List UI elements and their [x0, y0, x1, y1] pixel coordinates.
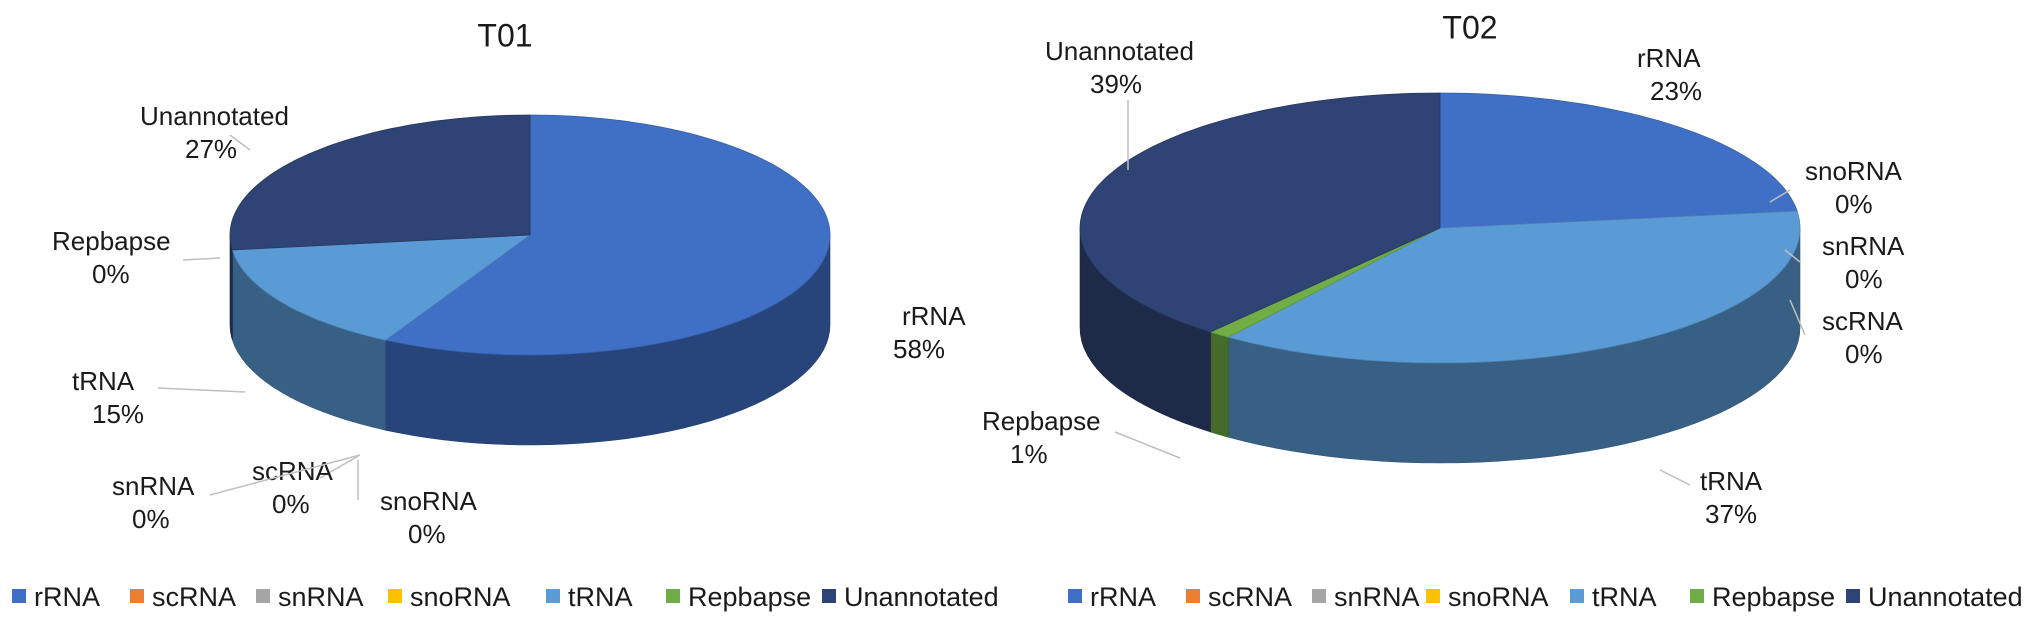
- pie-slice-unannotated: [1079, 92, 1441, 333]
- legend-swatch-snrna: [256, 589, 270, 603]
- pie-top: [1079, 92, 1801, 364]
- data-label-value-repbapse: 1%: [1010, 439, 1048, 469]
- data-label-value-rrna: 58%: [893, 334, 945, 364]
- leader-line-repbapse: [182, 257, 221, 261]
- legend-label-rrna: rRNA: [34, 582, 100, 612]
- data-label-name-snorna: snoRNA: [1805, 156, 1902, 186]
- data-label-name-unannotated: Unannotated: [140, 101, 289, 131]
- legend-label-snrna: snRNA: [1334, 582, 1420, 612]
- legend-swatch-repbapse: [1690, 589, 1704, 603]
- leader-line-snrna: [1784, 249, 1801, 263]
- data-label-value-trna: 37%: [1705, 499, 1757, 529]
- pie-side-unannotated: [229, 234, 233, 341]
- legend-label-scrna: scRNA: [1208, 582, 1292, 612]
- legend-swatch-rrna: [1068, 589, 1082, 603]
- legend-swatch-snrna: [1312, 589, 1326, 603]
- data-label-value-snorna: 0%: [408, 519, 446, 549]
- data-label-value-scrna: 0%: [1845, 339, 1883, 369]
- data-label-name-rrna: rRNA: [902, 301, 966, 331]
- chart-title: T02: [1442, 9, 1497, 45]
- legend-swatch-unannotated: [1846, 589, 1860, 603]
- legend: rRNA scRNA snRNA snoRNA tRNA Repbapse Unannota…: [12, 582, 999, 612]
- leader-line-scrna: [1789, 299, 1806, 336]
- data-label-name-repbapse: Repbapse: [982, 406, 1101, 436]
- legend-swatch-trna: [546, 589, 560, 603]
- data-labels: rRNA23%snoRNA0%snRNA0%scRNA0%tRNA37%Repb…: [982, 36, 1905, 529]
- leader-line-snrna: [209, 454, 361, 496]
- pie-slice-trna: [1227, 210, 1801, 364]
- data-label-value-snrna: 0%: [1845, 264, 1883, 294]
- data-label-value-unannotated: 27%: [185, 134, 237, 164]
- leader-line-scrna: [319, 454, 361, 479]
- legend-label-unannotated: Unannotated: [1868, 582, 2023, 612]
- legend-swatch-unannotated: [822, 589, 836, 603]
- chart-t01: T01rRNA58%scRNA0%snRNA0%snoRNA0%tRNA15%R…: [12, 17, 999, 612]
- data-label-name-trna: tRNA: [72, 366, 135, 396]
- data-label-name-snrna: snRNA: [112, 471, 195, 501]
- data-label-value-scrna: 0%: [272, 489, 310, 519]
- data-label-name-scrna: scRNA: [252, 456, 334, 486]
- data-labels: rRNA58%scRNA0%snRNA0%snoRNA0%tRNA15%Repb…: [52, 101, 966, 549]
- pie-slice-trna: [231, 234, 532, 341]
- data-label-name-unannotated: Unannotated: [1045, 36, 1194, 66]
- legend-swatch-trna: [1570, 589, 1584, 603]
- data-label-name-snrna: snRNA: [1822, 231, 1905, 261]
- legend-label-rrna: rRNA: [1090, 582, 1156, 612]
- data-label-name-repbapse: Repbapse: [52, 226, 171, 256]
- legend-label-repbapse: Repbapse: [1712, 582, 1835, 612]
- leader-line-unannotated: [229, 134, 251, 151]
- data-label-value-rrna: 23%: [1650, 76, 1702, 106]
- legend-label-repbapse: Repbapse: [688, 582, 811, 612]
- legend-label-snorna: snoRNA: [1448, 582, 1549, 612]
- legend-label-unannotated: Unannotated: [844, 582, 999, 612]
- legend-swatch-repbapse: [666, 589, 680, 603]
- pie-side-walls: [1079, 227, 1801, 464]
- data-label-value-unannotated: 39%: [1090, 69, 1142, 99]
- legend-swatch-scrna: [130, 589, 144, 603]
- pie-top: [229, 114, 831, 356]
- data-label-value-snorna: 0%: [1835, 189, 1873, 219]
- pie-side-repbapse: [1210, 331, 1229, 438]
- leader-line-snorna: [1769, 189, 1791, 203]
- legend: rRNA scRNA snRNA snoRNA tRNA Repbapse Unannota…: [1068, 582, 2023, 612]
- leader-line-trna: [157, 387, 246, 393]
- legend-label-scrna: scRNA: [152, 582, 236, 612]
- pie-slice-rrna: [384, 114, 831, 356]
- legend-label-trna: tRNA: [568, 582, 633, 612]
- chart-title: T01: [477, 17, 532, 53]
- data-label-name-rrna: rRNA: [1637, 43, 1701, 73]
- pie-slice-rrna: [1439, 92, 1798, 229]
- legend-swatch-snorna: [388, 589, 402, 603]
- leader-line-trna: [1659, 469, 1691, 486]
- data-label-name-trna: tRNA: [1700, 466, 1763, 496]
- data-label-value-snrna: 0%: [132, 504, 170, 534]
- legend-swatch-scrna: [1186, 589, 1200, 603]
- data-label-value-trna: 15%: [92, 399, 144, 429]
- legend-swatch-rrna: [12, 589, 26, 603]
- legend-swatch-snorna: [1426, 589, 1440, 603]
- legend-label-trna: tRNA: [1592, 582, 1657, 612]
- data-label-name-scrna: scRNA: [1822, 306, 1904, 336]
- data-label-value-repbapse: 0%: [92, 259, 130, 289]
- legend-label-snorna: snoRNA: [410, 582, 511, 612]
- legend-label-snrna: snRNA: [278, 582, 364, 612]
- chart-t02: T02rRNA23%snoRNA0%snRNA0%scRNA0%tRNA37%R…: [982, 9, 2023, 612]
- data-label-name-snorna: snoRNA: [380, 486, 477, 516]
- pie-slice-unannotated: [229, 114, 531, 251]
- leader-line-repbapse: [1114, 431, 1181, 459]
